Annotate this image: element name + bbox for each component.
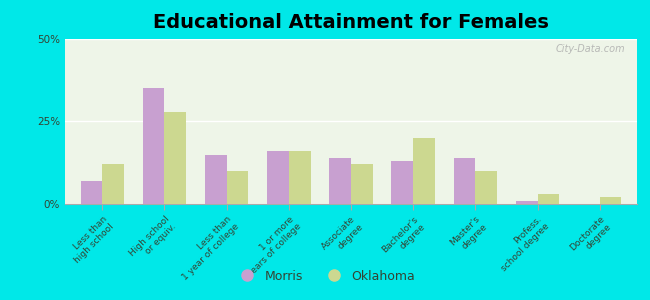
Bar (413, 138, 435, 204)
Legend: Morris, Oklahoma: Morris, Oklahoma (229, 265, 421, 288)
Title: Educational Attainment for Females: Educational Attainment for Females (153, 13, 549, 32)
Bar (164, 112, 187, 204)
Bar (351, 164, 372, 204)
Bar (143, 88, 164, 204)
Bar (102, 164, 124, 204)
Bar (475, 171, 497, 204)
Text: City-Data.com: City-Data.com (556, 44, 625, 54)
Bar (330, 158, 351, 204)
Bar (205, 154, 227, 204)
Bar (600, 197, 621, 204)
Bar (538, 194, 559, 204)
Bar (81, 181, 102, 204)
Bar (227, 171, 248, 204)
Bar (267, 151, 289, 204)
Bar (515, 201, 538, 204)
Bar (454, 158, 475, 204)
Bar (391, 161, 413, 204)
Bar (289, 151, 311, 204)
